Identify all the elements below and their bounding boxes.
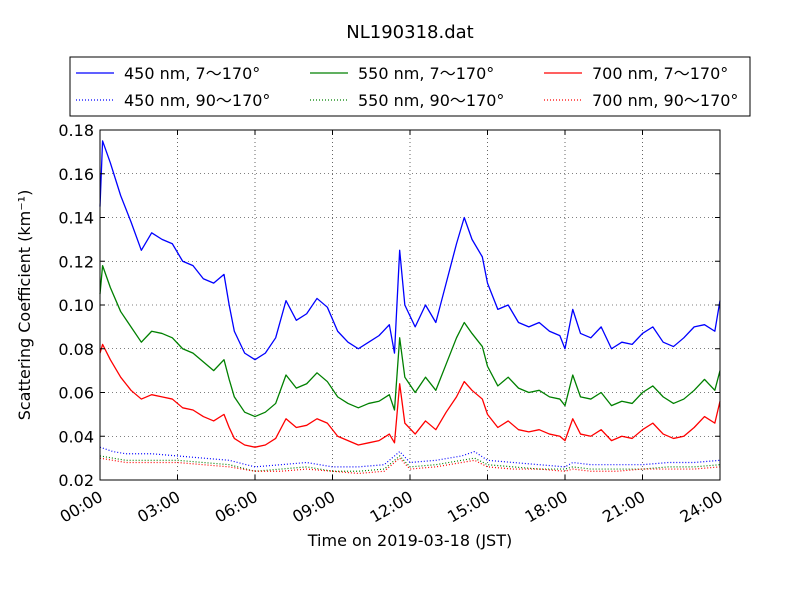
legend-label: 550 nm, 7～170° xyxy=(358,64,494,83)
y-tick-label: 0.10 xyxy=(58,296,94,315)
legend-label: 550 nm, 90～170° xyxy=(358,91,504,110)
y-tick-label: 0.06 xyxy=(58,384,94,403)
y-tick-label: 0.04 xyxy=(58,427,94,446)
y-tick-label: 0.18 xyxy=(58,121,94,140)
y-axis-label: Scattering Coefficient (km⁻¹) xyxy=(15,190,34,421)
series-line-5 xyxy=(99,455,721,472)
legend-label: 700 nm, 90～170° xyxy=(592,91,738,110)
legend-box xyxy=(69,56,751,117)
chart-title: NL190318.dat xyxy=(346,22,473,43)
legend-label: 700 nm, 7～170° xyxy=(592,64,728,83)
series-line-6 xyxy=(99,457,721,475)
series-layer xyxy=(99,140,721,475)
legend-label: 450 nm, 90～170° xyxy=(124,91,270,110)
series-line-2 xyxy=(99,264,721,418)
grid xyxy=(100,130,720,480)
y-tick-label: 0.02 xyxy=(58,471,94,490)
series-line-1 xyxy=(99,140,721,361)
legend-label: 450 nm, 7～170° xyxy=(124,64,260,83)
y-tick-label: 0.16 xyxy=(58,165,94,184)
series-line-3 xyxy=(99,343,721,448)
y-tick-label: 0.08 xyxy=(58,340,94,359)
legend: 450 nm, 7～170° 450 nm, 90～170° 550 nm, 7～1… xyxy=(69,56,751,117)
y-tick-label: 0.12 xyxy=(58,252,94,271)
y-tick-label: 0.14 xyxy=(58,209,94,228)
x-axis-label: Time on 2019-03-18 (JST) xyxy=(307,531,512,550)
